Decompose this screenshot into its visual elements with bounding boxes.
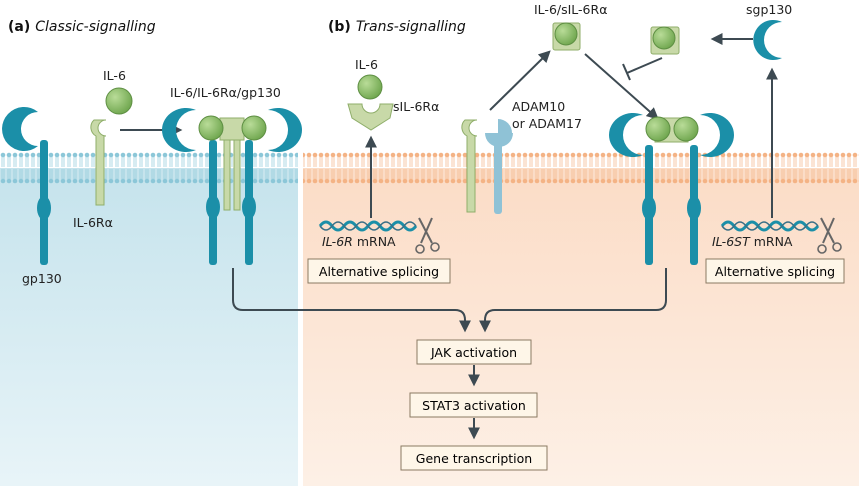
- panel-b-title: (b) Trans-signalling: [328, 19, 466, 35]
- jak-activation-text: JAK activation: [430, 345, 517, 360]
- adam-protease: [485, 119, 513, 214]
- il6st-mrna-label: IL-6ST mRNA: [712, 234, 793, 249]
- splice-box-left-text: Alternative splicing: [319, 264, 439, 279]
- stat3-activation-box: STAT3 activation: [409, 392, 538, 418]
- il6-label-a: IL-6: [103, 68, 126, 83]
- scissors-icon-right: [817, 217, 842, 254]
- il6ra-membrane-b: [461, 119, 478, 213]
- il6r-mrna: [318, 220, 418, 232]
- classic-to-jak-path: [232, 268, 471, 333]
- adam-label-2: or ADAM17: [512, 116, 582, 131]
- gene-transcription-text: Gene transcription: [416, 451, 532, 466]
- sil6ra-label: sIL-6Rα: [393, 99, 439, 114]
- il6-il6ra-gp130-complex: [162, 107, 302, 265]
- stat3-activation-text: STAT3 activation: [422, 398, 526, 413]
- trans-to-jak-path: [479, 268, 667, 333]
- sil6ra-receptor: [347, 103, 394, 131]
- splice-box-left: Alternative splicing: [307, 258, 451, 284]
- gp130-label: gp130: [22, 271, 62, 286]
- il6-label-b: IL-6: [355, 57, 378, 72]
- jak-activation-box: JAK activation: [416, 339, 532, 365]
- il6ra-receptor: [90, 119, 107, 206]
- splice-box-right-text: Alternative splicing: [715, 264, 835, 279]
- inhibition-bar: [622, 63, 631, 81]
- complex-label-a: IL-6/IL-6Rα/gp130: [170, 85, 281, 100]
- il6-ligand-b: [357, 74, 383, 100]
- splice-box-right: Alternative splicing: [705, 258, 845, 284]
- panel-b-cytoplasm: [303, 168, 859, 486]
- il6ra-label: IL-6Rα: [73, 215, 113, 230]
- gp130-receptor: [2, 107, 51, 265]
- il6st-mrna: [720, 220, 820, 232]
- sgp130-label: sgp130: [746, 2, 792, 17]
- complex-to-receptor-arrow: [584, 53, 659, 120]
- complex-label-b: IL-6/sIL-6Rα: [534, 2, 607, 17]
- scissors-icon: [415, 217, 440, 254]
- panel-b-membrane: [303, 152, 859, 184]
- inhibition-line: [626, 57, 663, 74]
- gene-transcription-box: Gene transcription: [400, 445, 548, 471]
- adam-label-1: ADAM10: [512, 99, 565, 114]
- sgp130-receptor: [753, 19, 782, 60]
- trans-signalling-complex: [609, 113, 734, 265]
- sgp130-complex: [650, 22, 698, 58]
- il6r-mrna-label: IL-6R mRNA: [322, 234, 396, 249]
- shedding-arrow: [489, 50, 551, 111]
- panel-a-title: (a) Classic-signalling: [8, 19, 156, 35]
- il6-ligand: [105, 87, 133, 115]
- il6-sil6ra-complex: [552, 22, 581, 51]
